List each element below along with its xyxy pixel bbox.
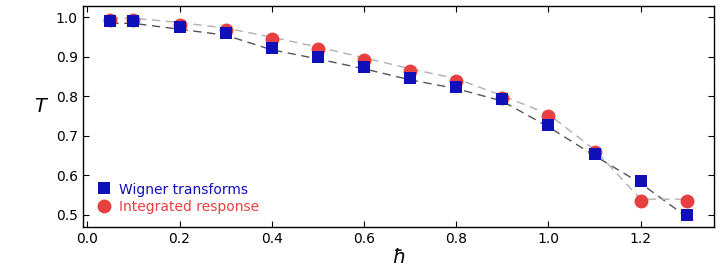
Wigner transforms [175,26,184,29]
Wigner transforms [313,55,322,58]
X-axis label: $\hbar$: $\hbar$ [392,248,405,268]
Wigner transforms [636,180,645,183]
Integrated response [267,37,276,41]
Wigner transforms [360,65,369,69]
Legend: Wigner transforms, Integrated response: Wigner transforms, Integrated response [89,177,264,220]
Integrated response [544,115,553,118]
Integrated response [313,48,322,51]
Integrated response [129,19,138,22]
Wigner transforms [267,46,276,49]
Wigner transforms [452,85,461,88]
Wigner transforms [683,213,691,216]
Wigner transforms [406,76,415,79]
Integrated response [590,150,599,153]
Integrated response [683,200,691,203]
Integrated response [360,58,369,61]
Wigner transforms [590,152,599,155]
Integrated response [175,23,184,26]
Integrated response [498,96,507,99]
Wigner transforms [106,20,114,23]
Integrated response [406,69,415,72]
Line: Integrated response: Integrated response [104,13,694,208]
Wigner transforms [544,123,553,126]
Wigner transforms [221,32,230,35]
Integrated response [452,79,461,82]
Line: Wigner transforms: Wigner transforms [105,16,693,221]
Integrated response [221,28,230,32]
Y-axis label: $T$: $T$ [35,97,50,116]
Wigner transforms [129,20,138,23]
Wigner transforms [498,97,507,101]
Integrated response [636,200,645,203]
Integrated response [106,19,114,22]
